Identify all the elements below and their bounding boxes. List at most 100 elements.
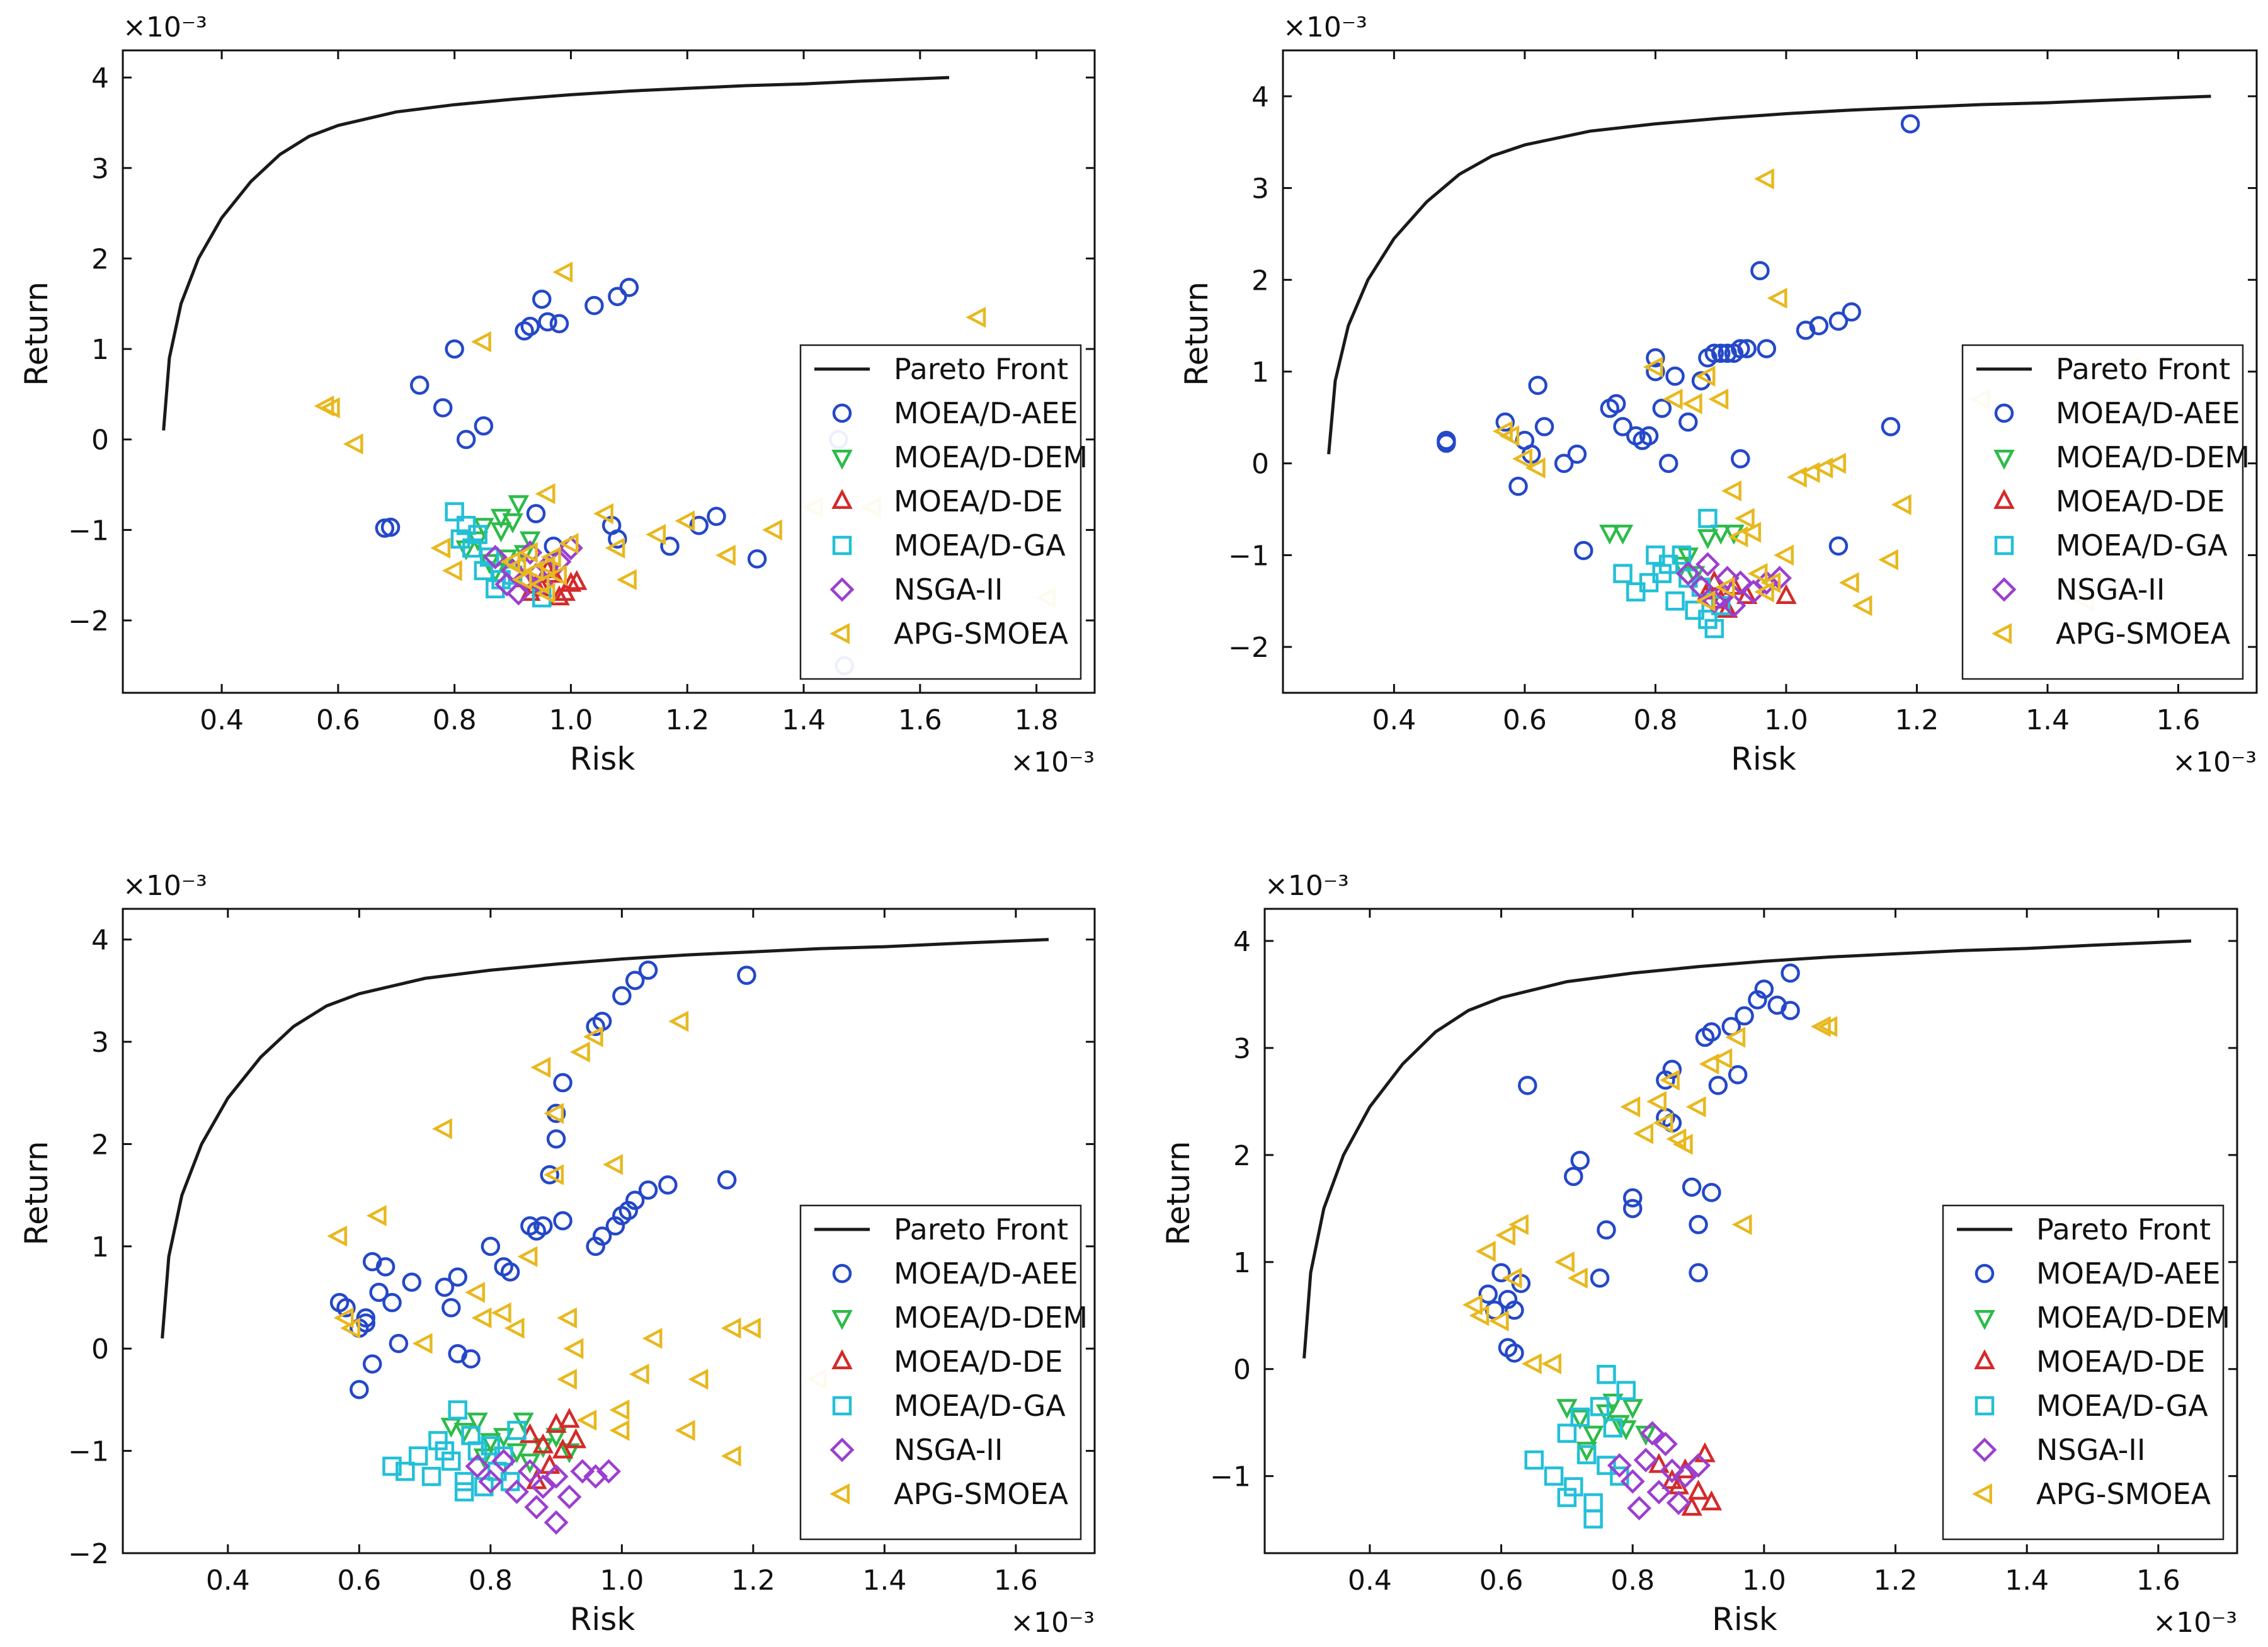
x-tick-label: 1.6: [2156, 704, 2200, 736]
data-point: [544, 1103, 564, 1124]
x-axis-multiplier: ×10⁻³: [2172, 746, 2257, 778]
data-point: [1731, 339, 1750, 358]
legend-marker: [1974, 1310, 1995, 1330]
data-point: [737, 966, 756, 985]
data-point: [1658, 453, 1678, 473]
series-moea-d-de: [1648, 1442, 1723, 1516]
data-point: [1711, 343, 1731, 363]
data-point: [517, 1246, 538, 1267]
data-point: [519, 1453, 541, 1474]
y-axis-label: Return: [18, 282, 55, 386]
data-point: [1809, 316, 1829, 336]
data-point: [1681, 1495, 1702, 1516]
data-point: [1646, 545, 1665, 565]
data-point: [1554, 1251, 1575, 1273]
x-axis-label: Risk: [1712, 1601, 1777, 1638]
data-point: [1567, 1267, 1588, 1289]
legend-label: MOEA/D-DE: [894, 484, 1063, 518]
data-point: [1583, 1493, 1603, 1513]
legend: Pareto Front MOEA/D-AEE MOEA/D-DEM MOEA/D-D…: [1942, 1204, 2230, 1541]
legend-marker: [831, 1349, 853, 1369]
y-axis-multiplier: ×10⁻³: [1265, 870, 1349, 902]
plot-frame: [122, 908, 1096, 1554]
data-point: [533, 1216, 553, 1236]
data-point: [1640, 1421, 1665, 1446]
x-tick-label: 1.6: [994, 1564, 1038, 1597]
x-tick-label: 1.2: [665, 704, 709, 736]
data-point: [1576, 1442, 1597, 1462]
data-point: [532, 1433, 554, 1454]
data-point: [1646, 1091, 1667, 1112]
data-point: [1518, 1076, 1537, 1095]
data-point: [396, 1461, 415, 1481]
data-point: [721, 1318, 741, 1339]
legend-marker: [832, 1263, 852, 1284]
legend-marker: [1993, 489, 2015, 509]
data-point: [362, 1354, 382, 1374]
data-point: [570, 1459, 595, 1484]
data-point: [1736, 584, 1758, 604]
data-point: [369, 1282, 389, 1302]
data-point: [1652, 564, 1672, 583]
data-point: [1721, 480, 1741, 502]
y-axis-label: Return: [18, 1141, 55, 1246]
data-point: [1852, 595, 1872, 617]
legend-label: APG-SMOEA: [894, 1477, 1069, 1511]
x-tick-label: 0.4: [200, 704, 244, 736]
data-point: [455, 540, 477, 561]
legend-marker: [829, 623, 850, 644]
data-point: [1643, 356, 1663, 378]
data-point: [1725, 1027, 1746, 1048]
data-point: [530, 1056, 551, 1078]
data-point: [707, 506, 726, 527]
legend-marker: [1992, 577, 2017, 602]
data-point: [1716, 598, 1738, 618]
y-tick-label: 0: [1233, 1354, 1251, 1386]
data-point: [646, 523, 666, 545]
legend-marker: [1994, 535, 2014, 556]
data-point: [319, 397, 340, 419]
data-point: [609, 1399, 630, 1421]
data-point: [1750, 261, 1770, 280]
data-point: [1715, 566, 1740, 591]
data-point: [442, 560, 462, 581]
pareto-front-line: [161, 938, 1049, 1339]
data-point: [1737, 339, 1757, 358]
data-point: [1626, 582, 1646, 601]
data-point: [1695, 552, 1720, 577]
data-point: [448, 1400, 467, 1420]
data-point: [1731, 1214, 1752, 1236]
data-point: [1666, 1490, 1691, 1515]
data-point: [1564, 1477, 1583, 1496]
data-point: [1590, 1268, 1610, 1288]
data-point: [1478, 1284, 1498, 1304]
y-tick-label: 0: [1251, 448, 1269, 481]
x-tick-label: 1.0: [600, 1564, 644, 1597]
data-point: [1842, 302, 1861, 322]
data-point: [1687, 1479, 1709, 1500]
data-point: [557, 1485, 582, 1510]
legend-label: NSGA-II: [894, 573, 1003, 607]
data-point: [603, 1154, 623, 1175]
data-point: [1597, 1364, 1616, 1384]
data-point: [593, 503, 613, 525]
data-point: [1499, 425, 1520, 447]
data-point: [471, 1307, 492, 1329]
legend-marker: [829, 1483, 850, 1505]
x-tick-label: 0.8: [1633, 704, 1677, 736]
data-point: [450, 529, 470, 549]
legend-label: MOEA/D-DEM: [2056, 440, 2250, 474]
data-point: [1728, 526, 1748, 548]
data-point: [1734, 508, 1755, 529]
data-point: [1774, 544, 1794, 566]
legend: Pareto Front MOEA/D-AEE MOEA/D-DEM MOEA/D-D…: [799, 344, 1088, 680]
y-tick-label: 1: [91, 334, 109, 366]
data-point: [1754, 581, 1774, 603]
data-point: [433, 398, 453, 418]
legend-marker: [829, 1437, 855, 1462]
data-point: [538, 312, 557, 332]
data-point: [504, 1318, 525, 1339]
data-point: [1646, 1479, 1672, 1505]
data-point: [350, 1379, 369, 1399]
data-point: [1747, 562, 1768, 584]
